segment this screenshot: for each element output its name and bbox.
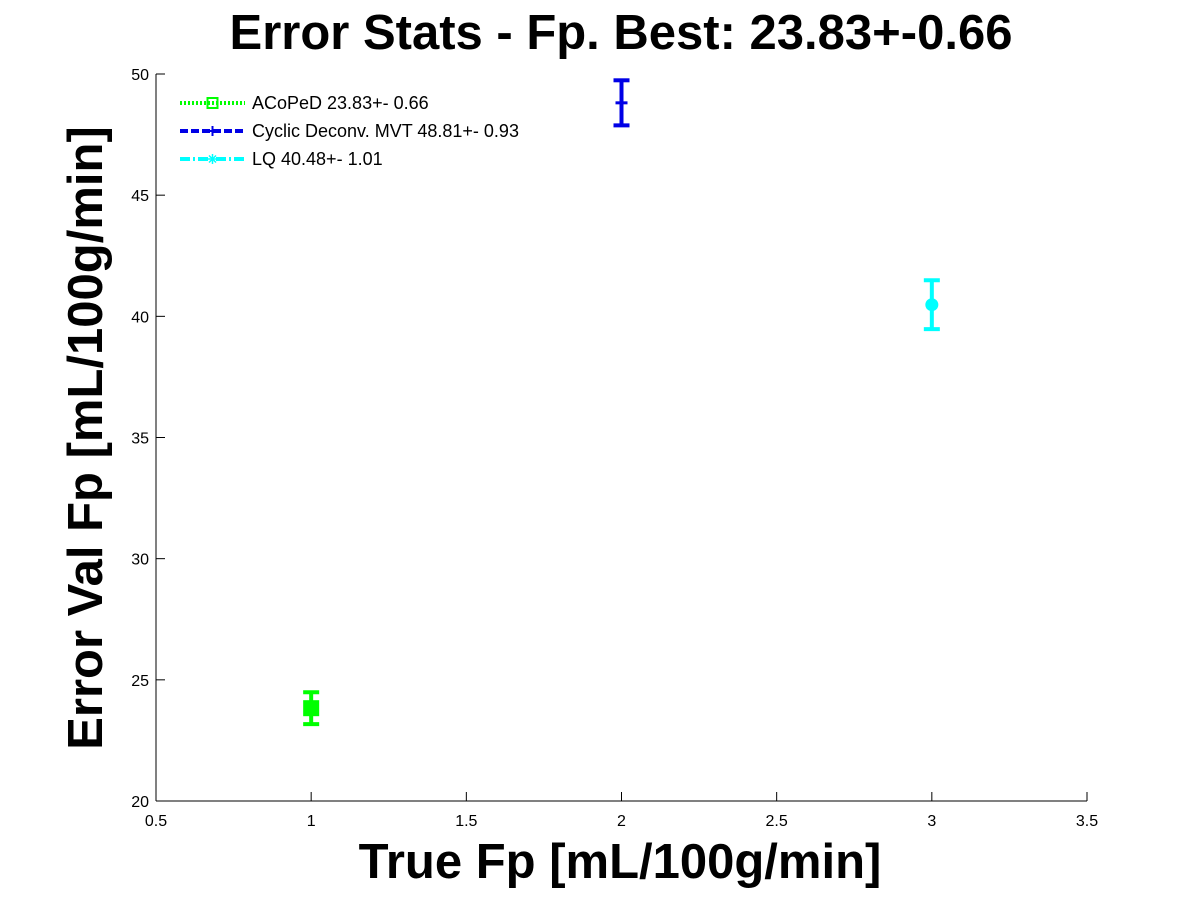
x-tick-label: 2 [617, 813, 626, 830]
x-tick-label: 2.5 [766, 813, 788, 830]
legend-item: Cyclic Deconv. MVT 48.81+- 0.93 [180, 121, 519, 141]
plot-area [156, 74, 1087, 801]
series-3 [923, 278, 940, 332]
series-2 [613, 78, 630, 128]
y-axis-ticks: 20 25 30 35 40 45 50 [131, 67, 165, 811]
square-marker [206, 97, 219, 109]
data-point [303, 700, 320, 717]
legend-item: ACoPeD 23.83+- 0.66 [180, 93, 429, 113]
x-tick-label: 1.5 [455, 813, 477, 830]
y-axis-label: Error Val Fp [mL/100g/min] [59, 126, 113, 750]
y-tick-label: 45 [131, 188, 149, 205]
x-axis-label: True Fp [mL/100g/min] [359, 835, 882, 889]
data-point [925, 298, 939, 312]
y-tick-label: 25 [131, 673, 149, 690]
star-marker-d2 [208, 154, 217, 164]
y-tick-label: 30 [131, 552, 149, 569]
series-1 [303, 690, 320, 727]
legend-label: LQ 40.48+- 1.01 [252, 149, 383, 169]
x-tick-label: 0.5 [145, 813, 167, 830]
legend-item: LQ 40.48+- 1.01 [180, 149, 383, 169]
x-axis-ticks: 0.5 1 1.5 2 2.5 3 3.5 [145, 792, 1098, 830]
x-tick-label: 1 [307, 813, 316, 830]
y-tick-label: 50 [131, 67, 149, 84]
legend-label: ACoPeD 23.83+- 0.66 [252, 93, 429, 113]
legend: ACoPeD 23.83+- 0.66 Cyclic Deconv. MVT 48… [180, 93, 519, 169]
data-series [303, 78, 940, 727]
chart-title: Error Stats - Fp. Best: 23.83+-0.66 [230, 6, 1013, 60]
x-tick-label: 3 [927, 813, 936, 830]
y-tick-label: 40 [131, 309, 149, 326]
x-tick-label: 3.5 [1076, 813, 1098, 830]
y-tick-label: 20 [131, 794, 149, 811]
y-tick-label: 35 [131, 431, 149, 448]
legend-label: Cyclic Deconv. MVT 48.81+- 0.93 [252, 121, 519, 141]
